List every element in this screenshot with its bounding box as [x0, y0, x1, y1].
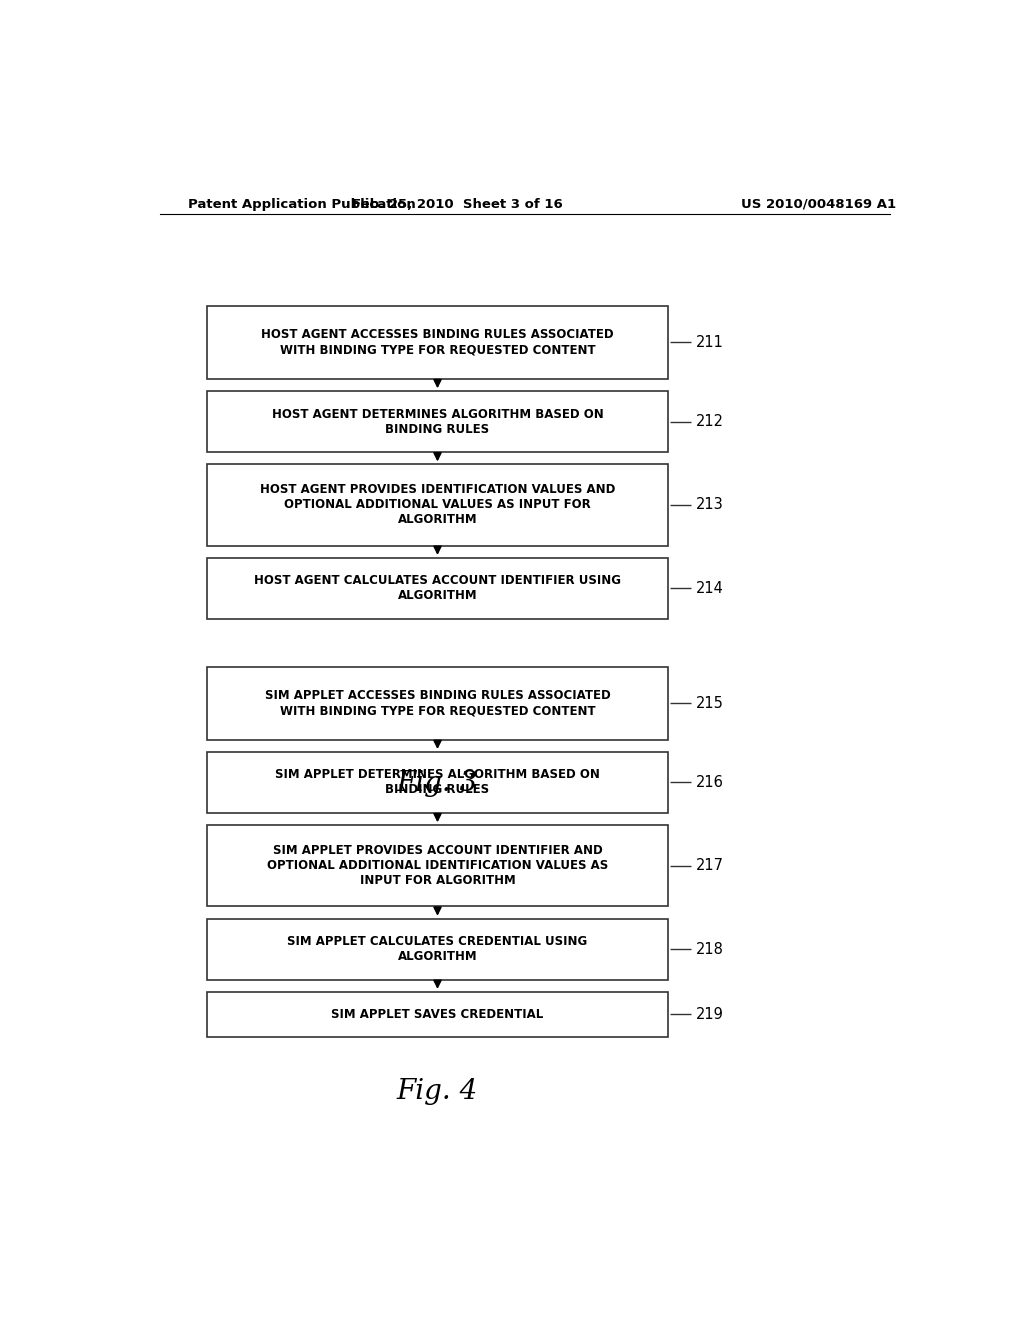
FancyBboxPatch shape: [207, 825, 668, 907]
Text: 216: 216: [695, 775, 723, 789]
Text: 218: 218: [695, 941, 723, 957]
Text: Feb. 25, 2010  Sheet 3 of 16: Feb. 25, 2010 Sheet 3 of 16: [352, 198, 563, 211]
Text: 214: 214: [695, 581, 723, 595]
Text: SIM APPLET PROVIDES ACCOUNT IDENTIFIER AND
OPTIONAL ADDITIONAL IDENTIFICATION VA: SIM APPLET PROVIDES ACCOUNT IDENTIFIER A…: [267, 845, 608, 887]
Text: SIM APPLET SAVES CREDENTIAL: SIM APPLET SAVES CREDENTIAL: [332, 1007, 544, 1020]
Text: 213: 213: [695, 498, 723, 512]
FancyBboxPatch shape: [207, 752, 668, 813]
Text: HOST AGENT CALCULATES ACCOUNT IDENTIFIER USING
ALGORITHM: HOST AGENT CALCULATES ACCOUNT IDENTIFIER…: [254, 574, 621, 602]
Text: 219: 219: [695, 1007, 723, 1022]
Text: US 2010/0048169 A1: US 2010/0048169 A1: [741, 198, 896, 211]
Text: SIM APPLET CALCULATES CREDENTIAL USING
ALGORITHM: SIM APPLET CALCULATES CREDENTIAL USING A…: [288, 935, 588, 964]
Text: Fig. 4: Fig. 4: [397, 1078, 478, 1105]
FancyBboxPatch shape: [207, 919, 668, 979]
FancyBboxPatch shape: [207, 306, 668, 379]
FancyBboxPatch shape: [207, 991, 668, 1036]
Text: HOST AGENT PROVIDES IDENTIFICATION VALUES AND
OPTIONAL ADDITIONAL VALUES AS INPU: HOST AGENT PROVIDES IDENTIFICATION VALUE…: [260, 483, 615, 527]
Text: Fig. 3: Fig. 3: [397, 770, 478, 797]
Text: Patent Application Publication: Patent Application Publication: [187, 198, 416, 211]
FancyBboxPatch shape: [207, 558, 668, 619]
Text: HOST AGENT ACCESSES BINDING RULES ASSOCIATED
WITH BINDING TYPE FOR REQUESTED CON: HOST AGENT ACCESSES BINDING RULES ASSOCI…: [261, 329, 613, 356]
Text: HOST AGENT DETERMINES ALGORITHM BASED ON
BINDING RULES: HOST AGENT DETERMINES ALGORITHM BASED ON…: [271, 408, 603, 436]
Text: 211: 211: [695, 335, 723, 350]
Text: 215: 215: [695, 696, 723, 710]
FancyBboxPatch shape: [207, 667, 668, 739]
FancyBboxPatch shape: [207, 465, 668, 545]
Text: 212: 212: [695, 414, 723, 429]
Text: SIM APPLET DETERMINES ALGORITHM BASED ON
BINDING RULES: SIM APPLET DETERMINES ALGORITHM BASED ON…: [275, 768, 600, 796]
FancyBboxPatch shape: [207, 391, 668, 453]
Text: 217: 217: [695, 858, 723, 874]
Text: SIM APPLET ACCESSES BINDING RULES ASSOCIATED
WITH BINDING TYPE FOR REQUESTED CON: SIM APPLET ACCESSES BINDING RULES ASSOCI…: [264, 689, 610, 717]
